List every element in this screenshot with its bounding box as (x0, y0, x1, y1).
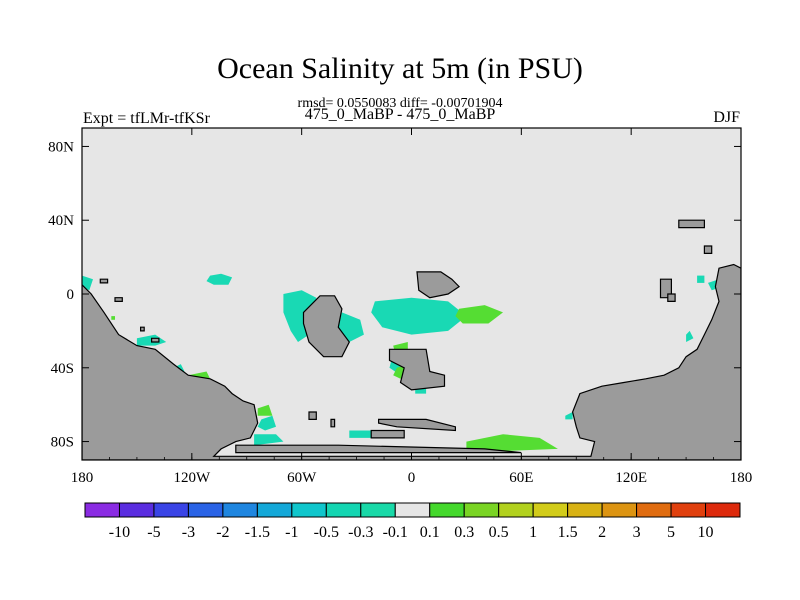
land-mass-10 (667, 293, 676, 302)
colorbar-label-7: -0.3 (348, 524, 373, 541)
anomaly-patch-9 (257, 415, 276, 431)
colorbar-box-1 (118, 502, 155, 518)
anomaly-patch-10 (254, 434, 284, 446)
land-mass-6 (370, 429, 405, 439)
land-mass-15 (308, 411, 317, 420)
colorbar-label-14: 2 (598, 524, 606, 541)
colorbar-box-0 (84, 502, 120, 518)
colorbar-box-4 (222, 502, 258, 518)
anomaly-patch-18 (466, 434, 558, 453)
land-mass-12 (114, 297, 123, 302)
colorbar-label-16: 5 (667, 524, 675, 541)
land-mass-4 (416, 271, 461, 299)
land-mass-7 (678, 219, 706, 229)
y-tick-label-2: 0 (67, 287, 75, 303)
land-mass-5 (378, 418, 456, 432)
y-axis: 80N 40N 0 40S 80S (48, 139, 741, 451)
colorbar-box-11 (463, 502, 500, 518)
land-mass-14 (151, 337, 160, 343)
experiment-label: Expt = tfLMr-tfKSr (83, 110, 210, 127)
anomaly-patch-19 (257, 404, 273, 416)
x-tick-label-0: 180 (71, 470, 94, 486)
y-tick-label-0: 80N (48, 139, 74, 155)
land-mass-8 (703, 245, 713, 254)
y-tick-label-3: 40S (51, 361, 74, 377)
colorbar-label-4: -1.5 (245, 524, 270, 541)
land-mass-3 (388, 348, 446, 391)
colorbar-box-8 (360, 502, 396, 518)
colorbar-label-15: 3 (633, 524, 641, 541)
chart-title: Ocean Salinity at 5m (in PSU) (217, 52, 583, 85)
x-tick-label-6: 180 (730, 470, 753, 486)
colorbar-box-12 (498, 502, 534, 518)
stats-subtitle: rmsd= 0.0550083 diff= -0.00701904 (297, 96, 503, 111)
anomaly-patch-23 (111, 316, 115, 320)
colorbar-box-17 (670, 502, 707, 518)
x-tick-label-1: 120W (173, 470, 211, 486)
colorbar-label-13: 1.5 (558, 524, 578, 541)
anomaly-patch-12 (686, 330, 694, 342)
colorbar-box-5 (256, 502, 293, 518)
colorbar-label-3: -2 (216, 524, 229, 541)
land-layer (82, 219, 741, 460)
colorbar-label-5: -1 (285, 524, 298, 541)
colorbar-label-12: 1 (529, 524, 537, 541)
x-tick-label-5: 120E (615, 470, 647, 486)
colorbar-box-15 (601, 502, 638, 518)
colorbar-label-1: -5 (147, 524, 160, 541)
land-mass-16 (330, 418, 336, 428)
colorbar-box-16 (636, 502, 672, 518)
colorbar-box-18 (705, 502, 741, 518)
anomaly-patch-17 (455, 305, 503, 324)
x-tick-label-3: 0 (408, 470, 416, 486)
anomaly-patch-6 (371, 297, 467, 335)
land-mass-13 (140, 326, 145, 332)
colorbar-label-17: 10 (698, 524, 714, 541)
colorbar-label-2: -3 (182, 524, 195, 541)
colorbar-label-6: -0.5 (314, 524, 339, 541)
colorbar-box-6 (291, 502, 327, 518)
land-mass-1 (235, 444, 522, 454)
anomaly-patch-1 (206, 273, 233, 285)
period-label: 475_0_MaBP - 475_0_MaBP (304, 106, 496, 123)
x-tick-label-2: 60W (287, 470, 317, 486)
colorbar-box-14 (567, 502, 603, 518)
anomaly-patch-3 (338, 312, 364, 342)
anomaly-patch-15 (565, 412, 573, 420)
colorbar-label-8: -0.1 (383, 524, 408, 541)
y-tick-label-1: 40N (48, 213, 74, 229)
y-tick-label-4: 80S (51, 435, 74, 451)
colorbar-box-9 (394, 502, 431, 518)
colorbar-label-0: -10 (109, 524, 130, 541)
colorbar-label-10: 0.3 (454, 524, 474, 541)
colorbar-box-7 (325, 502, 362, 518)
anomaly-patch-16 (697, 275, 705, 283)
season-label: DJF (713, 109, 740, 126)
colorbar-label-9: 0.1 (420, 524, 440, 541)
x-tick-label-4: 60E (509, 470, 533, 486)
colorbar-box-2 (153, 502, 189, 518)
colorbar-box-13 (532, 502, 569, 518)
colorbar-box-3 (187, 502, 224, 518)
land-mass-2 (302, 295, 351, 358)
anomaly-patch-0 (82, 275, 93, 291)
colorbar-box-10 (429, 502, 465, 518)
x-axis: 180 120W 60W 0 60E 120E 180 (71, 128, 753, 486)
land-mass-0 (82, 263, 741, 460)
land-mass-11 (99, 278, 109, 284)
colorbar-label-11: 0.5 (489, 524, 509, 541)
colorbar: -10 -5 -3 -2 -1.5 -1 -0.5 -0.3 -0.1 0.1 0.3 0.5 1 1.5… (84, 502, 741, 541)
